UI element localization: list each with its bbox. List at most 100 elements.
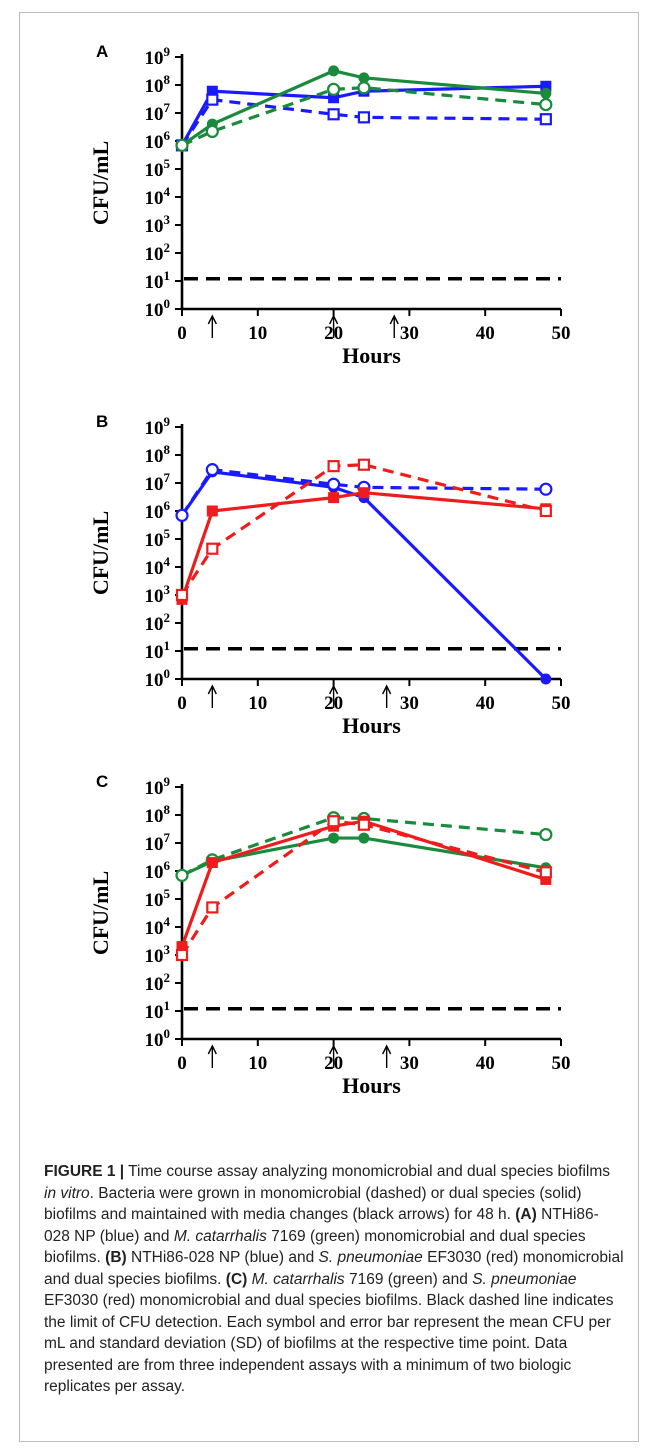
data-point bbox=[206, 505, 218, 517]
arrow-head bbox=[207, 314, 217, 325]
y-tick-label: 105 bbox=[145, 886, 171, 911]
data-point bbox=[205, 463, 219, 477]
x-tick-label: 30 bbox=[400, 1053, 419, 1074]
y-tick-label: 109 bbox=[145, 774, 171, 799]
x-tick-label: 50 bbox=[552, 323, 571, 344]
y-tick-label: 108 bbox=[145, 442, 171, 467]
y-tick-label: 101 bbox=[145, 998, 171, 1023]
panel-label: A bbox=[96, 42, 108, 61]
arrow-head bbox=[382, 1044, 392, 1055]
y-tick-label: 100 bbox=[145, 666, 171, 691]
y-tick-label: 101 bbox=[145, 268, 171, 293]
data-point bbox=[175, 868, 189, 882]
series-line bbox=[181, 86, 546, 147]
data-point bbox=[540, 80, 552, 92]
data-point bbox=[358, 72, 370, 84]
caption-text: Time course assay analyzing monomicrobia… bbox=[124, 1163, 611, 1180]
data-point bbox=[175, 138, 189, 152]
y-tick-label: 104 bbox=[145, 184, 171, 209]
y-tick-label: 107 bbox=[145, 470, 171, 495]
arrow-head bbox=[207, 684, 217, 695]
caption-species: M. catarrhalis bbox=[173, 1227, 267, 1245]
data-point bbox=[357, 458, 371, 471]
data-point bbox=[358, 832, 370, 844]
data-point bbox=[540, 873, 552, 885]
y-tick-label: 108 bbox=[145, 72, 171, 97]
data-point bbox=[539, 113, 552, 126]
y-tick-label: 102 bbox=[145, 610, 171, 635]
x-tick-label: 50 bbox=[552, 693, 571, 714]
caption-species: S. pneumoniae bbox=[318, 1249, 423, 1266]
x-tick-label: 0 bbox=[177, 323, 187, 344]
data-point bbox=[328, 65, 340, 77]
y-tick-label: 102 bbox=[145, 240, 171, 265]
y-tick-label: 103 bbox=[145, 942, 171, 967]
caption-figure-label: FIGURE 1 | bbox=[44, 1163, 125, 1180]
y-tick-label: 106 bbox=[145, 498, 171, 523]
caption-text: NTHi86-028 NP (blue) and bbox=[126, 1249, 319, 1266]
data-point bbox=[206, 93, 219, 106]
data-point bbox=[539, 97, 553, 112]
caption-panel-b-label: (B) bbox=[105, 1249, 127, 1266]
x-tick-label: 10 bbox=[248, 1053, 267, 1074]
data-point bbox=[206, 857, 218, 869]
caption-italic: in vitro bbox=[44, 1184, 90, 1202]
y-tick-label: 109 bbox=[145, 44, 171, 69]
y-tick-label: 108 bbox=[145, 802, 171, 827]
caption-text: NTHi86-028 NP (blue) and bbox=[44, 1206, 599, 1245]
data-point bbox=[328, 832, 340, 844]
y-tick-label: 109 bbox=[145, 414, 171, 439]
data-point bbox=[327, 82, 341, 96]
y-tick-label: 101 bbox=[145, 638, 171, 663]
y-tick-label: 107 bbox=[145, 830, 171, 855]
y-tick-label: 102 bbox=[145, 970, 171, 995]
data-point bbox=[206, 85, 218, 97]
data-point bbox=[206, 901, 219, 914]
figure-frame: A 100 101 102 103 104 105 106 107 108 109 0 10 2 0 30 40… bbox=[19, 12, 639, 1442]
data-point bbox=[539, 827, 553, 842]
x-tick-label: 10 bbox=[248, 693, 267, 714]
data-point bbox=[327, 815, 340, 828]
y-tick-label: 106 bbox=[145, 858, 171, 883]
y-tick-label: 104 bbox=[145, 914, 171, 939]
x-tick-label: 10 bbox=[248, 323, 267, 344]
caption-text: EF3030 (red) monomicrobial and dual spec… bbox=[44, 1292, 614, 1395]
y-tick-label: 106 bbox=[145, 128, 171, 153]
y-tick-label: 105 bbox=[145, 526, 171, 551]
x-tick-label: 30 bbox=[400, 693, 419, 714]
x-tick-label: 0 bbox=[177, 1053, 187, 1074]
x-tick-label: 40 bbox=[476, 693, 495, 714]
x-axis-label: Hours bbox=[342, 1073, 401, 1098]
data-point bbox=[540, 673, 552, 685]
data-point bbox=[327, 460, 340, 473]
caption-text: EF3030 (red) monomicrobial and dual spec… bbox=[44, 1249, 624, 1288]
data-point bbox=[175, 948, 189, 962]
x-tick-label: 50 bbox=[552, 1053, 571, 1074]
data-point bbox=[539, 866, 552, 879]
series-line bbox=[180, 491, 546, 600]
data-point bbox=[176, 941, 188, 953]
x-axis-label: Hours bbox=[342, 713, 401, 738]
y-tick-label: 103 bbox=[145, 582, 171, 607]
y-tick-label: 100 bbox=[145, 296, 171, 321]
arrow-head bbox=[207, 1044, 217, 1055]
y-tick-label: 103 bbox=[145, 212, 171, 237]
data-point bbox=[205, 124, 219, 139]
data-point bbox=[327, 108, 340, 121]
arrow-head bbox=[382, 684, 392, 695]
caption-species: M. catarrhalis bbox=[251, 1270, 345, 1288]
data-point bbox=[357, 111, 371, 124]
y-tick-label: 104 bbox=[145, 554, 171, 579]
y-axis-label: CFU/mL bbox=[88, 511, 113, 595]
y-tick-label: 107 bbox=[145, 100, 171, 125]
data-point bbox=[328, 492, 340, 504]
arrow-head bbox=[328, 1044, 339, 1055]
arrow-head bbox=[389, 314, 399, 325]
data-point bbox=[358, 487, 370, 499]
y-axis-label: CFU/mL bbox=[88, 871, 113, 955]
x-tick-label: 30 bbox=[400, 323, 419, 344]
caption-panel-a-label: (A) bbox=[515, 1206, 537, 1223]
